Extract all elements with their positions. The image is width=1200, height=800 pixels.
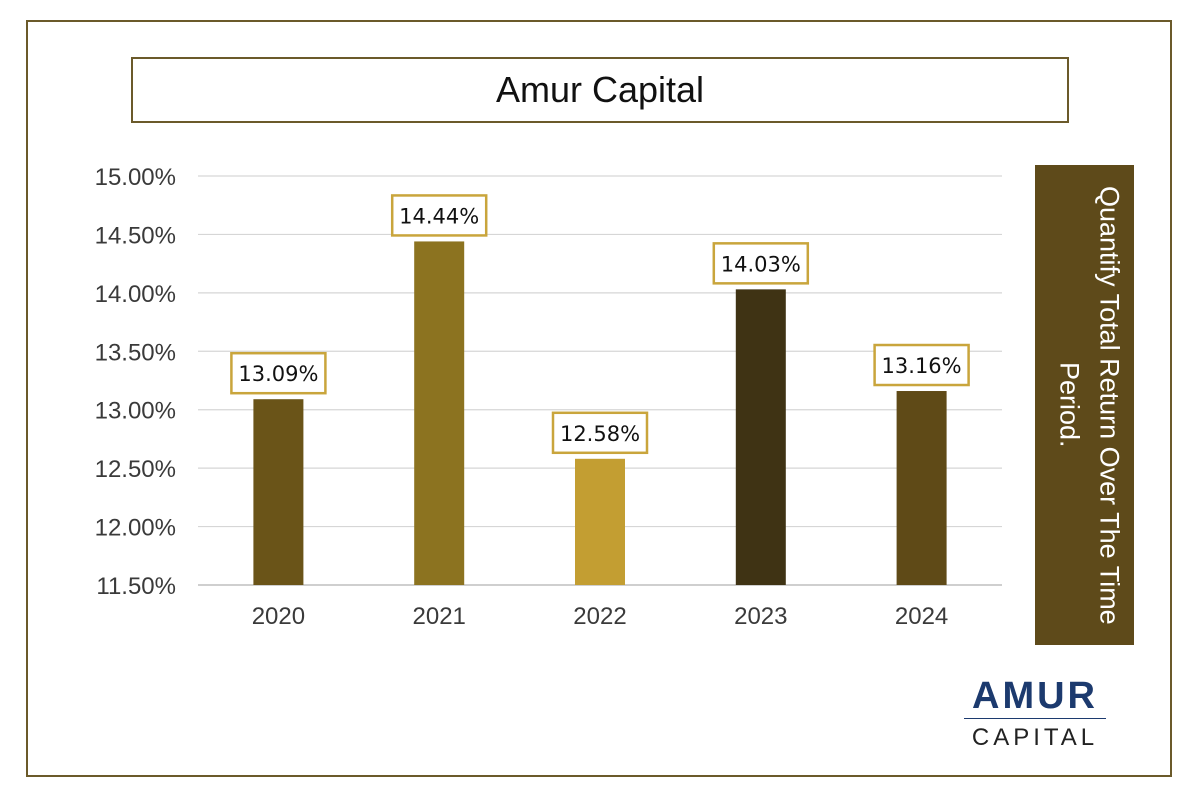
data-label-box [712, 242, 810, 285]
data-label: 13.16% [882, 354, 962, 378]
x-tick-label: 2024 [895, 603, 948, 630]
amur-capital-logo: AMUR CAPITAL [962, 676, 1108, 756]
data-label-box [390, 194, 488, 237]
bar [253, 399, 304, 585]
y-tick-label: 13.50% [95, 339, 176, 366]
title-box: Amur Capital [131, 57, 1069, 123]
y-tick-label: 15.00% [95, 164, 176, 191]
data-labels: 13.09% 14.44% 12.58% 14.03% 13.16% [230, 194, 970, 455]
y-tick-label: 14.50% [95, 222, 176, 249]
side-note-text: Quantify Total Return Over The Time Peri… [1054, 185, 1125, 625]
x-tick-label: 2021 [413, 603, 466, 630]
x-axis-ticks: 2020 2021 2022 2023 2024 [252, 603, 949, 630]
bar [896, 391, 947, 585]
data-label: 14.03% [721, 252, 801, 276]
x-tick-label: 2022 [573, 603, 626, 630]
x-tick-label: 2023 [734, 603, 787, 630]
y-tick-label: 12.00% [95, 515, 176, 542]
data-label-box [873, 343, 970, 387]
chart-frame [26, 20, 1172, 777]
y-tick-label: 13.00% [95, 398, 176, 425]
data-label: 13.09% [238, 362, 318, 386]
bar [735, 289, 786, 585]
y-axis-ticks: 11.50% 12.00% 12.50% 13.00% 13.50% 14.00% 14.5… [95, 164, 176, 600]
logo-wordmark-top: AMUR [972, 675, 1098, 717]
x-tick-label: 2020 [252, 603, 305, 630]
data-label-box [230, 351, 327, 395]
side-note-panel: Quantify Total Return Over The Time Peri… [1035, 165, 1134, 645]
bar [414, 241, 465, 585]
data-label-box [551, 411, 649, 455]
y-tick-label: 14.00% [95, 281, 176, 308]
bars [253, 241, 947, 585]
data-label: 12.58% [560, 422, 640, 446]
bar [575, 458, 625, 585]
logo-divider [964, 718, 1106, 719]
chart-title: Amur Capital [495, 69, 705, 110]
data-label: 14.44% [399, 204, 479, 228]
y-tick-label: 11.50% [96, 573, 176, 600]
y-tick-label: 12.50% [95, 456, 176, 483]
logo-wordmark-bottom: CAPITAL [971, 724, 1099, 751]
